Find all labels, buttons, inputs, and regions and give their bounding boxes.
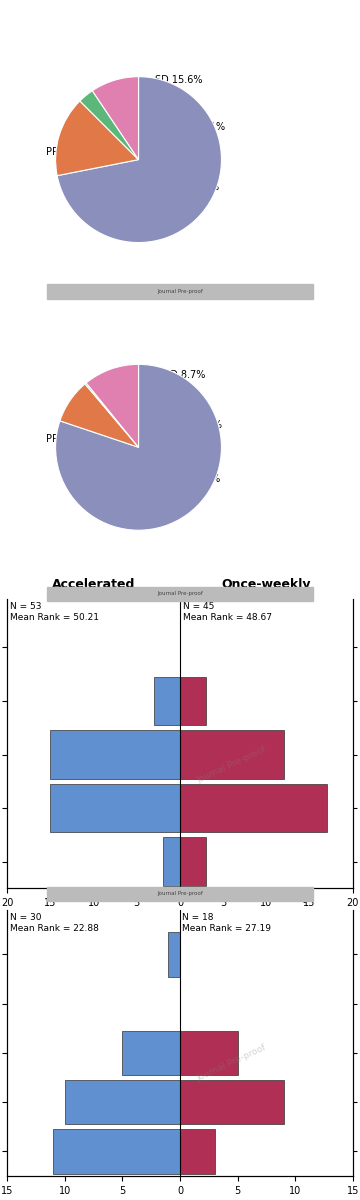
Text: PR 71.9%: PR 71.9% [46,146,92,157]
Text: SD 8.7%: SD 8.7% [164,371,206,380]
Bar [65,1080,180,1124]
Bar [154,677,180,725]
Text: PD 0%: PD 0% [190,420,222,431]
Text: N = 53
Mean Rank = 50.21: N = 53 Mean Rank = 50.21 [10,602,99,622]
Text: Journal Pre-proof: Journal Pre-proof [196,745,268,785]
Text: PR 80.4%: PR 80.4% [46,434,92,444]
Text: N = 30
Mean Rank = 22.88: N = 30 Mean Rank = 22.88 [9,912,98,932]
Bar [122,1031,180,1075]
Bar [50,784,180,832]
Text: Number of
patients: Number of patients [233,947,300,968]
Bar [180,677,206,725]
Text: Number of
patients: Number of patients [60,947,127,968]
Bar [180,784,327,832]
Text: Journal Pre-proof: Journal Pre-proof [196,1043,268,1082]
Bar [53,1129,180,1174]
Bar [180,1080,284,1124]
Bar [180,1129,215,1174]
Text: Accelerated: Accelerated [52,889,135,902]
Text: Journal Pre-proof: Journal Pre-proof [157,592,203,596]
Bar [163,838,180,886]
Bar [168,932,180,977]
Text: SD 15.6%: SD 15.6% [156,76,203,85]
Text: Once-weekly: Once-weekly [222,889,311,902]
Text: CR 9.4%: CR 9.4% [178,181,219,192]
Bar [180,1031,238,1075]
Text: Once-weekly: Once-weekly [222,578,311,592]
Text: CR 10.9%: CR 10.9% [173,474,220,484]
Text: Journal Pre-proof: Journal Pre-proof [157,892,203,896]
Text: Journal Pre-proof: Journal Pre-proof [157,289,203,294]
Bar [180,838,206,886]
Bar [50,731,180,779]
Text: Accelerated: Accelerated [52,578,135,592]
Text: N = 45
Mean Rank = 48.67: N = 45 Mean Rank = 48.67 [183,602,271,622]
Bar [180,731,284,779]
Text: PD 3.1%: PD 3.1% [184,122,225,132]
Text: N = 18
Mean Rank = 27.19: N = 18 Mean Rank = 27.19 [182,912,271,932]
